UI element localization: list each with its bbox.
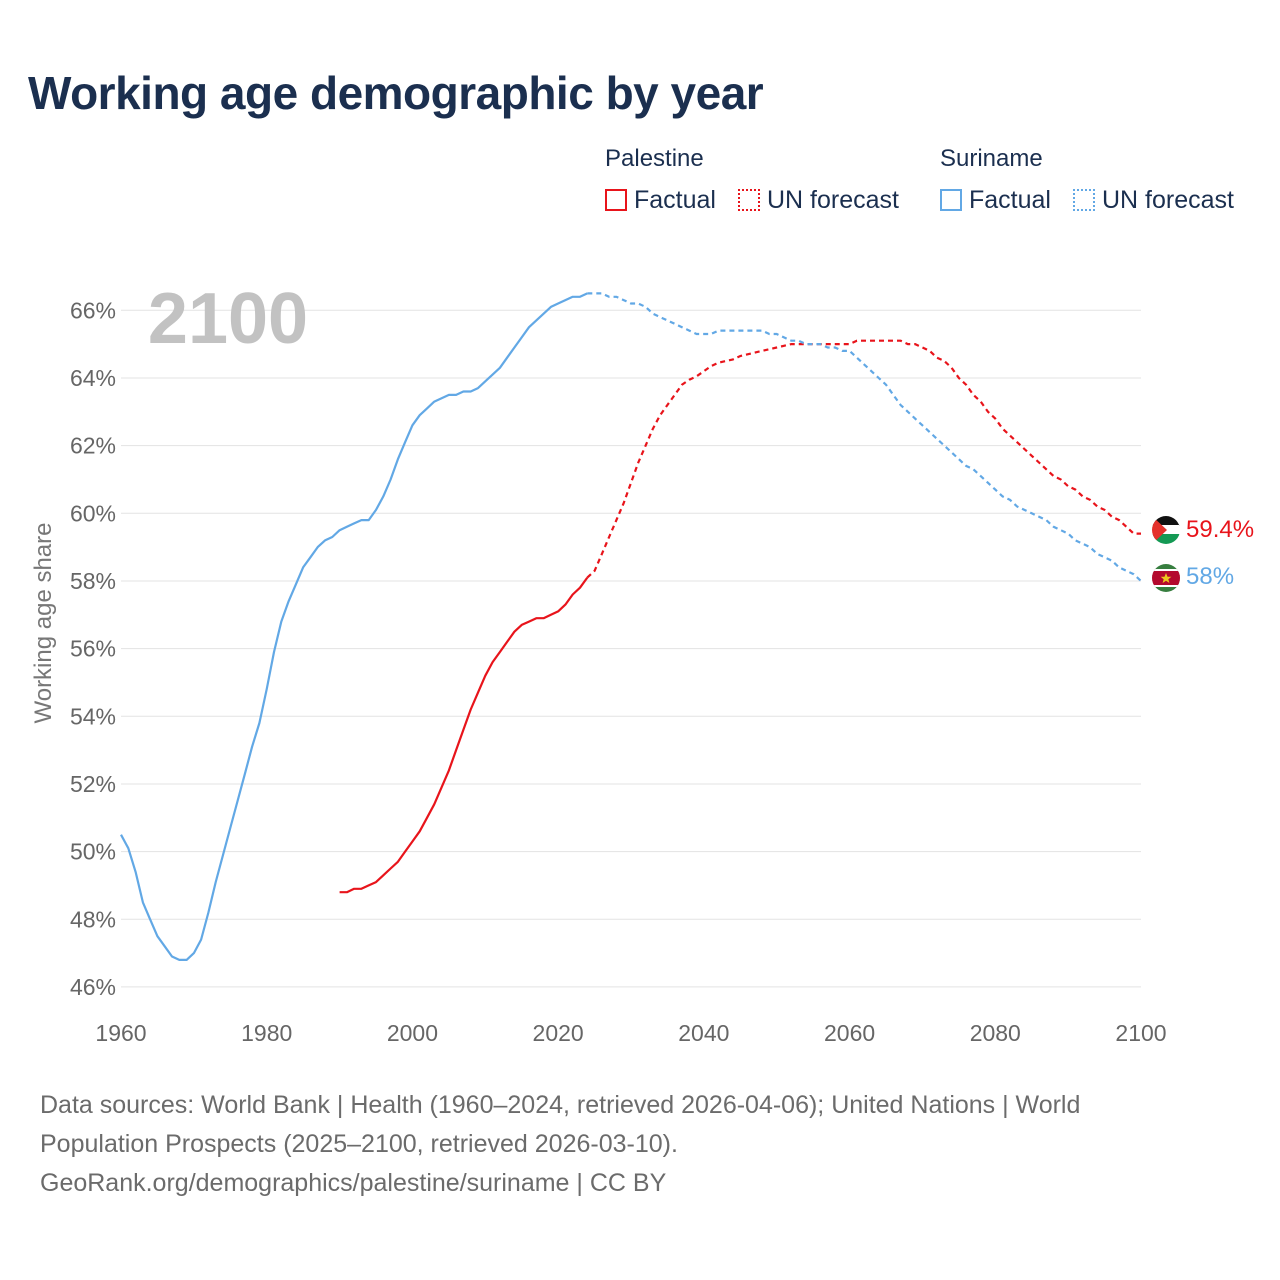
footer: Data sources: World Bank | Health (1960–… [40, 1086, 1240, 1203]
series-line-palestine-factual [339, 576, 589, 894]
legend-label-suriname-forecast: UN forecast [1102, 185, 1234, 214]
x-tick-label: 2080 [970, 1020, 1021, 1046]
legend-label-suriname-factual: Factual [969, 185, 1051, 214]
y-tick-label: 58% [70, 568, 116, 594]
y-tick-label: 56% [70, 636, 116, 662]
y-tick-label: 50% [70, 839, 116, 865]
footer-sources-line1: Data sources: World Bank | Health (1960–… [40, 1091, 1081, 1119]
y-tick-labels: 46% 48% 50% 52% 54% 56% 58% 60% 62% 64% 66% [70, 297, 116, 1000]
y-tick-label: 66% [70, 297, 116, 323]
footer-url: GeoRank.org/demographics/palestine/surin… [40, 1169, 667, 1197]
legend-item-suriname-factual[interactable]: Factual [940, 186, 1051, 214]
year-label: 2100 [148, 279, 308, 359]
legend-swatch-suriname-factual [940, 189, 962, 211]
grid-lines [121, 309, 1141, 988]
palestine-flag-icon [1152, 516, 1180, 544]
y-axis-title: Working age share [30, 523, 57, 724]
x-tick-label: 2060 [824, 1020, 875, 1046]
legend-item-suriname-forecast[interactable]: UN forecast [1073, 186, 1234, 214]
legend-swatch-palestine-forecast [738, 189, 760, 211]
legend-swatch-palestine-factual [605, 189, 627, 211]
y-tick-label: 52% [70, 771, 116, 797]
chart-title: Working age demographic by year [28, 67, 764, 119]
legend-label-palestine-forecast: UN forecast [767, 185, 899, 214]
legend-group-suriname: Suriname [940, 145, 1043, 172]
y-tick-label: 48% [70, 906, 116, 932]
series-line-suriname-forecast [587, 292, 1142, 582]
end-label-suriname: 58% [1186, 563, 1234, 590]
y-tick-label: 60% [70, 500, 116, 526]
y-tick-label: 54% [70, 703, 116, 729]
x-tick-label: 2000 [387, 1020, 438, 1046]
x-tick-label: 2100 [1115, 1020, 1166, 1046]
series-line-suriname-factual [120, 292, 588, 961]
x-tick-label: 2040 [678, 1020, 729, 1046]
legend-label-palestine-factual: Factual [634, 185, 716, 214]
legend-group-palestine: Palestine [605, 145, 704, 172]
legend-item-palestine-forecast[interactable]: UN forecast [738, 186, 899, 214]
legend-swatch-suriname-forecast [1073, 189, 1095, 211]
x-tick-label: 1960 [95, 1020, 146, 1046]
x-tick-label: 2020 [533, 1020, 584, 1046]
x-tick-labels: 1960 1980 2000 2020 2040 2060 2080 2100 [95, 1020, 1166, 1046]
x-tick-label: 1980 [241, 1020, 292, 1046]
legend-item-palestine-factual[interactable]: Factual [605, 186, 716, 214]
end-label-palestine: 59.4% [1186, 516, 1254, 543]
suriname-flag-icon [1152, 564, 1180, 592]
footer-sources-line2: Population Prospects (2025–2100, retriev… [40, 1130, 678, 1158]
y-tick-label: 46% [70, 974, 116, 1000]
y-tick-label: 62% [70, 433, 116, 459]
series-lines [120, 292, 1142, 961]
y-tick-label: 64% [70, 365, 116, 391]
series-line-palestine-forecast [586, 339, 1141, 579]
